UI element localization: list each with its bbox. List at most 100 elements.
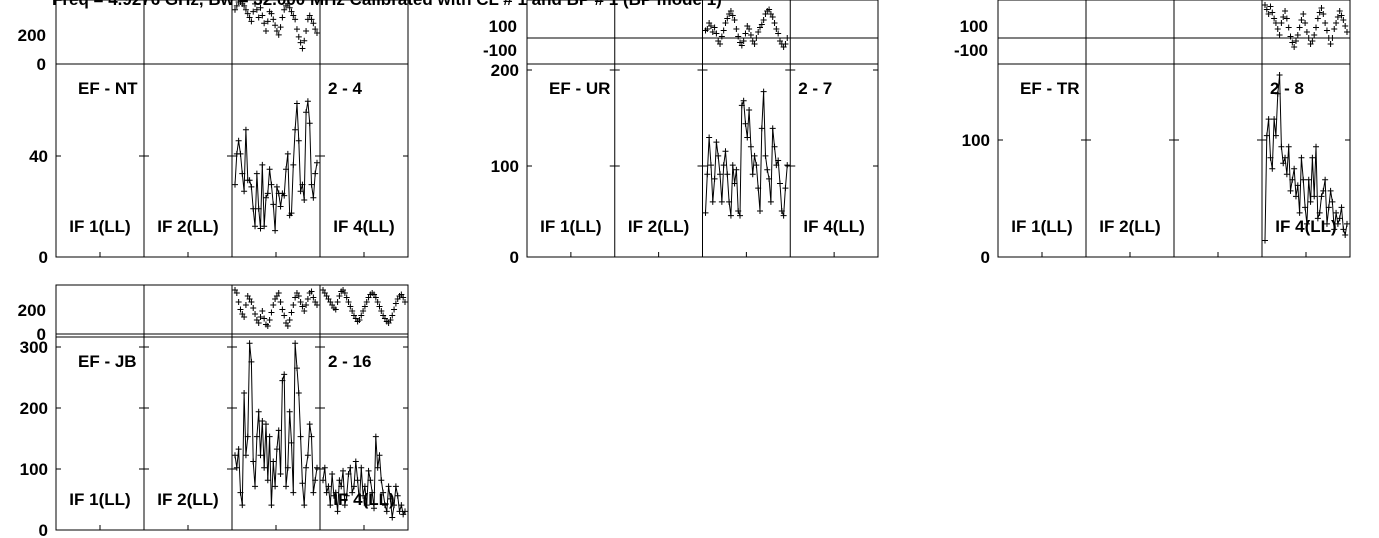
amplitude-point [343,492,350,499]
phase-point [391,306,398,313]
amplitude-point [349,489,356,496]
amplitude-point [360,492,367,499]
phase-point [1342,23,1349,29]
amplitude-point [1309,154,1316,161]
phase-point [400,294,407,301]
if-label: IF 4(LL) [333,490,394,509]
phase-point [242,6,249,13]
amplitude-point [363,502,370,509]
phase-point [1276,32,1283,38]
phase-point [729,12,736,19]
amplitude-point [270,201,277,208]
amplitude-point [268,181,275,188]
phase-point [387,317,394,323]
phase-point [347,303,354,310]
amp-tick-label: 40 [29,147,48,166]
phase-tick-label: 200 [18,301,46,320]
amplitude-point [400,511,407,518]
amp-tick-label: 200 [20,399,48,418]
amplitude-point [297,433,304,440]
amplitude-point [1320,187,1327,194]
amplitude-point [402,508,408,515]
phase-point [1318,5,1325,11]
if-label: IF 4(LL) [1275,217,1336,236]
baseline-label: EF - NT [78,79,138,98]
phase-point [257,4,264,11]
amplitude-point [350,483,357,490]
amplitude-point [303,109,310,116]
phase-point [1320,11,1327,17]
amplitude-point [320,477,326,484]
amplitude-point [1336,215,1343,222]
amplitude-point [769,125,776,132]
amplitude-point [1340,226,1347,233]
amplitude-point [334,508,341,515]
amplitude-point [391,502,398,509]
phase-point [288,309,295,316]
amplitude-point [760,88,767,95]
amplitude-point [293,365,300,372]
phase-point [303,28,310,35]
phase-point [301,37,308,44]
if-label: IF 4(LL) [333,217,394,236]
amplitude-point [272,483,279,490]
phase-point [1298,17,1305,23]
phase-point [711,24,718,31]
amplitude-point [1331,226,1338,233]
phase-point [720,27,727,34]
phase-point [310,294,317,301]
amplitude-point [707,162,714,169]
amplitude-point [233,464,240,471]
amplitude-point [244,433,251,440]
amplitude-point [358,464,365,471]
if-label: IF 1(LL) [1011,217,1072,236]
amplitude-point [264,477,271,484]
amplitude-point [1280,160,1287,167]
amplitude-point [295,137,302,144]
amplitude-point [306,421,313,428]
phase-point [257,314,264,320]
amplitude-point [275,427,282,434]
phase-point [1274,26,1281,32]
phase-point [1278,20,1285,26]
amplitude-point [323,489,330,496]
amplitude-point [312,477,319,484]
amplitude-point [329,470,336,477]
baseline-number-label: 2 - 4 [328,79,363,98]
amplitude-point [361,483,368,490]
amplitude-point [235,446,242,453]
phase-point [1305,35,1312,41]
amplitude-point [718,198,725,205]
phase-point [277,24,284,31]
phase-point [782,41,789,47]
phase-point [336,293,343,299]
amplitude-point [1307,198,1314,205]
phase-point [268,10,275,17]
amplitude-point [704,171,711,178]
amplitude-point [304,98,311,105]
amplitude-point [392,483,399,490]
amplitude-point [1289,176,1296,183]
amplitude-point [340,467,347,474]
phase-point [758,21,765,28]
phase-point [769,14,776,20]
phase-point [279,14,286,21]
amplitude-point [237,150,244,157]
phase-point [713,30,720,37]
phase-point [314,302,320,308]
amplitude-point [239,502,246,509]
phase-point [1291,44,1298,50]
phase-point [273,28,280,35]
phase-tick-label: 0 [37,325,46,344]
amplitude-point [314,159,320,166]
amplitude-point [1311,193,1318,200]
phase-point [727,8,734,14]
phase-point [356,317,363,323]
amplitude-point [733,166,740,173]
amplitude-point [385,483,392,490]
amplitude-point [273,183,280,190]
phase-point [279,306,286,313]
amplitude-point [1338,204,1345,211]
amplitude-point [252,483,259,490]
phase-point [1331,26,1338,32]
